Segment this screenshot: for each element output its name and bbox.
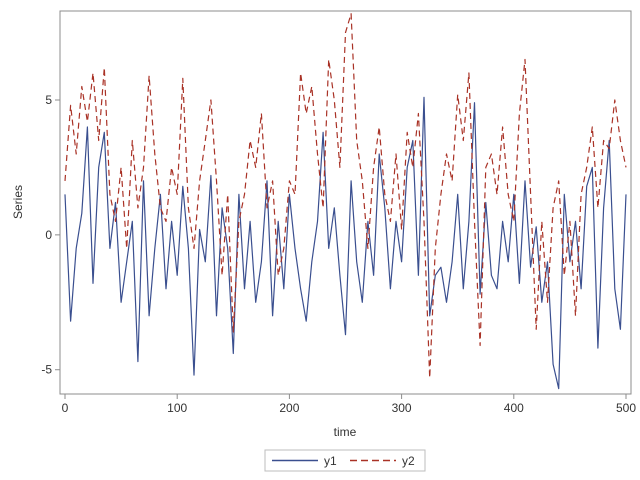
y-tick-label: 0: [45, 228, 52, 242]
y-axis: -5 0 5: [41, 93, 60, 377]
x-tick-label: 100: [167, 401, 187, 415]
legend: y1 y2: [264, 449, 426, 472]
y-axis-title: Series: [11, 185, 25, 219]
x-tick-label: 0: [62, 401, 69, 415]
series-layer: [64, 13, 627, 390]
x-axis-title: time: [334, 425, 357, 439]
series-line-y2: [64, 13, 627, 379]
legend-label-y2: y2: [402, 454, 415, 468]
x-axis: 0 100 200 300 400 500: [62, 394, 636, 415]
legend-box: [264, 449, 426, 472]
y-tick-label: 5: [45, 93, 52, 107]
x-tick-label: 200: [279, 401, 299, 415]
x-tick-label: 300: [392, 401, 412, 415]
y-tick-label: -5: [41, 363, 52, 377]
x-tick-label: 500: [616, 401, 636, 415]
x-tick-label: 400: [504, 401, 524, 415]
plot-area: [59, 10, 632, 395]
legend-label-y1: y1: [324, 454, 337, 468]
